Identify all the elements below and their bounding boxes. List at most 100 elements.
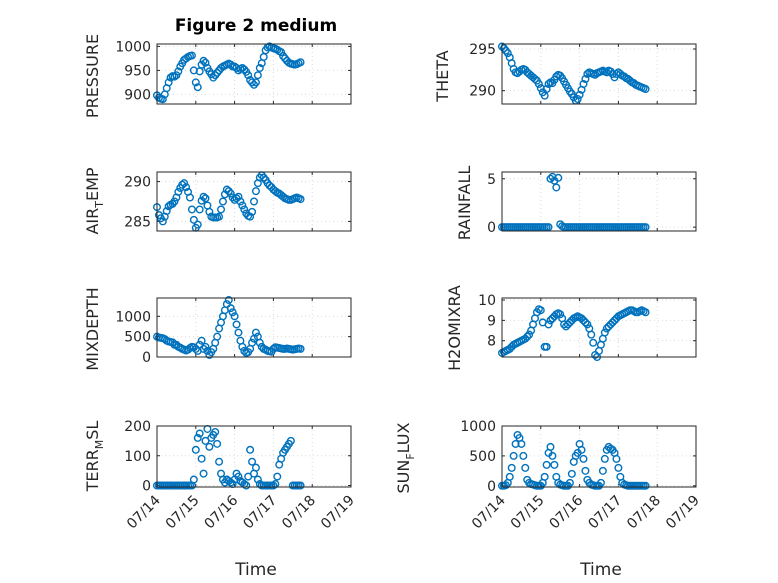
data-point-pressure — [296, 58, 305, 67]
plot-area-h2omixra: 8 9 10 — [478, 293, 697, 362]
data-point-mixdepth — [251, 328, 260, 337]
y-tick-label: 10 — [478, 293, 496, 309]
panel-air-temp: 285 290 AIRTEMP — [83, 167, 352, 235]
data-point-air-temp — [193, 220, 202, 229]
data-point-sun-flux — [511, 439, 520, 448]
data-point-sun-flux — [600, 454, 609, 463]
x-axis-label-left: Time — [234, 560, 277, 580]
data-point-pressure — [193, 83, 202, 92]
data-point-theta — [581, 74, 590, 83]
data-point-terr-msl — [213, 439, 222, 448]
axes-frame — [156, 425, 352, 488]
data-point-air-temp — [218, 197, 227, 206]
data-point-theta — [544, 79, 553, 88]
axes-frame — [156, 171, 352, 232]
data-point-sun-flux — [540, 472, 549, 481]
data-point-h2omixra — [536, 306, 545, 315]
data-point-pressure — [255, 63, 264, 72]
data-point-pressure — [251, 78, 260, 87]
data-point-terr-msl — [246, 445, 255, 454]
plot-area-mixdepth: 0 500 1000 — [115, 296, 352, 366]
data-point-h2omixra — [641, 308, 650, 317]
data-point-sun-flux — [598, 466, 607, 475]
data-point-sun-flux — [567, 469, 576, 478]
data-point-h2omixra — [542, 342, 551, 351]
data-point-rainfall — [641, 223, 650, 232]
data-point-pressure — [174, 67, 183, 76]
data-point-sun-flux — [542, 460, 551, 469]
data-point-mixdepth — [238, 342, 247, 351]
figure-title: Figure 2 medium — [175, 16, 337, 36]
data-point-terr-msl — [286, 436, 295, 445]
data-point-terr-msl — [269, 481, 278, 490]
data-point-h2omixra — [581, 318, 590, 327]
panel-h2omixra: 8 9 10 H2OMIXRA — [445, 285, 697, 371]
data-point-air-temp — [248, 207, 257, 216]
data-point-pressure — [253, 71, 262, 80]
y-tick-label: 9 — [487, 313, 496, 329]
axes-frame — [156, 43, 352, 105]
axes-background — [157, 426, 351, 487]
data-point-mixdepth — [248, 338, 257, 347]
y-axis-label-mixdepth: MIXDEPTH — [83, 287, 102, 370]
data-point-rainfall — [554, 173, 563, 182]
data-point-h2omixra — [600, 328, 609, 337]
data-point-pressure — [164, 78, 173, 87]
data-point-terr-msl — [296, 481, 305, 490]
y-tick-label: 1000 — [460, 419, 496, 435]
data-point-pressure — [244, 71, 253, 80]
data-point-h2omixra — [587, 330, 596, 339]
data-point-air-temp — [234, 192, 243, 201]
data-point-air-temp — [158, 217, 167, 226]
data-point-rainfall — [546, 174, 555, 183]
plot-area-pressure: 900 950 1000 — [115, 39, 352, 105]
data-point-air-temp — [182, 183, 191, 192]
data-point-terr-msl — [195, 429, 204, 438]
y-tick-label: 0 — [487, 479, 496, 495]
plot-area-air-temp: 285 290 — [124, 171, 352, 232]
y-tick-label: 900 — [124, 87, 151, 103]
data-point-air-temp — [201, 194, 210, 203]
panel-rainfall: 05 RAINFALL — [455, 166, 697, 240]
data-point-theta — [542, 84, 551, 93]
axes-frame — [501, 425, 697, 488]
data-point-air-temp — [240, 205, 249, 214]
data-point-sun-flux — [509, 451, 518, 460]
data-point-h2omixra — [544, 320, 553, 329]
data-point-h2omixra — [523, 332, 532, 341]
data-point-air-temp — [187, 205, 196, 214]
data-point-air-temp — [185, 193, 194, 202]
data-point-mixdepth — [226, 304, 235, 313]
axes-background — [502, 426, 696, 487]
data-point-terr-msl — [199, 469, 208, 478]
plot-area-rainfall: 05 — [487, 171, 697, 236]
data-point-h2omixra — [589, 338, 598, 347]
data-point-sun-flux — [565, 478, 574, 487]
data-point-mixdepth — [199, 344, 208, 353]
y-tick-label: 290 — [469, 84, 496, 100]
data-point-terr-msl — [251, 463, 260, 472]
data-point-theta — [641, 84, 650, 93]
data-point-h2omixra — [583, 320, 592, 329]
data-point-terr-msl — [193, 433, 202, 442]
plot-area-theta: 290 295 — [469, 42, 697, 105]
data-point-theta — [530, 74, 539, 83]
y-tick-label: 285 — [124, 214, 151, 230]
data-point-pressure — [277, 48, 286, 57]
data-point-sun-flux — [577, 445, 586, 454]
data-point-mixdepth — [230, 312, 239, 321]
y-tick-label: 1000 — [115, 309, 151, 325]
data-point-theta — [575, 90, 584, 99]
axes-frame — [156, 297, 352, 358]
data-point-sun-flux — [517, 439, 526, 448]
y-tick-label: 1000 — [115, 39, 151, 55]
axes-background — [157, 44, 351, 104]
data-point-air-temp — [205, 207, 214, 216]
data-point-terr-msl — [248, 457, 257, 466]
data-point-mixdepth — [228, 308, 237, 317]
axes-frame — [501, 171, 697, 232]
axes-background — [502, 172, 696, 231]
axes-frame — [501, 297, 697, 358]
y-tick-label: 200 — [124, 419, 151, 435]
data-point-air-temp — [180, 179, 189, 188]
